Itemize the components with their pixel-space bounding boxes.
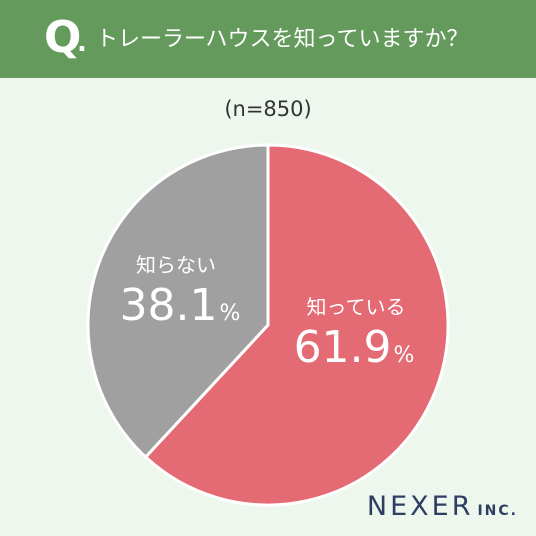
sample-size-label: (n=850) — [224, 97, 312, 121]
pie-slice-unknown — [86, 143, 270, 460]
slice-value-known: 61.9% — [294, 322, 415, 373]
logo-main-text: NEXER — [366, 491, 474, 522]
slice-label-unknown: 知らない — [136, 253, 216, 277]
q-letter: Q — [44, 12, 82, 63]
logo-suffix-text: INC. — [477, 503, 518, 519]
question-header: Q . トレーラーハウスを知っていますか？ — [0, 0, 536, 78]
slice-label-known: 知っている — [307, 295, 406, 319]
question-text: トレーラーハウスを知っていますか？ — [96, 27, 469, 52]
slice-value-unit-known: % — [394, 343, 415, 368]
slice-value-unknown: 38.1% — [120, 280, 241, 331]
slice-value-number-known: 61.9 — [294, 322, 392, 373]
pie-slice-known — [143, 143, 450, 507]
slice-value-number-unknown: 38.1 — [120, 280, 218, 331]
nexer-logo: NEXER INC. — [367, 492, 518, 526]
q-dot: . — [77, 28, 87, 58]
slice-value-unit-unknown: % — [220, 301, 241, 326]
